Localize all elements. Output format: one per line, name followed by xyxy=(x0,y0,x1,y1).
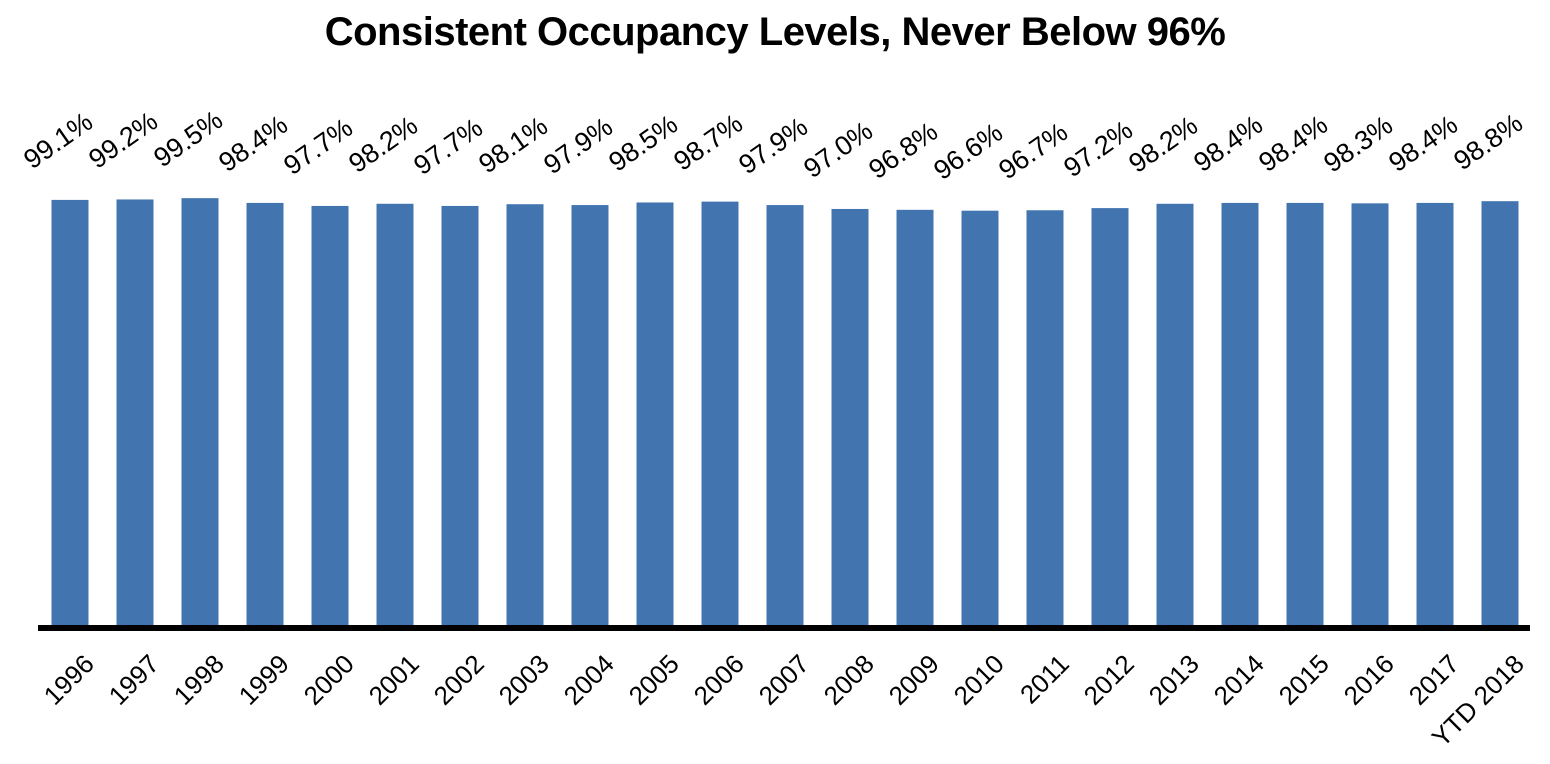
bar-2005 xyxy=(636,202,674,629)
data-label: 96.6% xyxy=(928,117,1008,185)
x-tick-label: 2008 xyxy=(818,649,880,711)
bar-2001 xyxy=(376,203,414,628)
bar-2008 xyxy=(831,208,869,628)
data-labels-group: 99.1%99.2%99.5%98.4%97.7%98.2%97.7%98.1%… xyxy=(18,105,1528,186)
data-label: 97.9% xyxy=(538,111,618,179)
x-tick-label: 2010 xyxy=(948,649,1010,711)
bar-2015 xyxy=(1286,202,1324,629)
bar-2002 xyxy=(441,205,479,628)
bar-2006 xyxy=(701,201,739,628)
data-label: 98.4% xyxy=(213,109,293,177)
bar-2014 xyxy=(1221,202,1259,629)
bar-2016 xyxy=(1351,203,1389,628)
data-label: 98.5% xyxy=(603,109,683,177)
bar-1999 xyxy=(246,202,284,629)
x-tick-labels-group: 1996 1997 1998 1999 2000 2001 2002 2003 2004 2005… xyxy=(38,649,1530,753)
data-label: 96.7% xyxy=(993,117,1073,185)
x-tick-label: 2003 xyxy=(493,649,555,711)
data-label: 98.4% xyxy=(1253,109,1333,177)
bar-1997 xyxy=(116,199,154,628)
x-tick-label: 2007 xyxy=(753,649,815,711)
data-label: 97.2% xyxy=(1058,115,1138,183)
data-label: 96.8% xyxy=(863,116,943,184)
data-label: 97.9% xyxy=(733,111,813,179)
bar-1998 xyxy=(181,198,219,628)
x-tick-label: 2001 xyxy=(363,649,425,711)
x-tick-label: 1996 xyxy=(38,649,100,711)
data-label: 98.4% xyxy=(1383,109,1463,177)
data-label: 98.8% xyxy=(1448,108,1528,176)
bar-2017 xyxy=(1416,202,1454,629)
data-label: 97.0% xyxy=(798,115,878,183)
x-tick-label: 1997 xyxy=(103,649,165,711)
x-tick-label: 2014 xyxy=(1208,649,1270,711)
x-tick-label: 2009 xyxy=(883,649,945,711)
bar-2004 xyxy=(571,205,609,628)
data-label: 98.2% xyxy=(343,110,423,178)
data-label: 99.1% xyxy=(18,106,98,174)
data-label: 99.2% xyxy=(83,106,163,174)
x-tick-label: 2000 xyxy=(298,649,360,711)
x-tick-label: 2005 xyxy=(623,649,685,711)
data-label: 99.5% xyxy=(148,105,228,173)
data-label: 98.4% xyxy=(1188,109,1268,177)
data-label: 98.2% xyxy=(1123,110,1203,178)
bar-ytd-2018 xyxy=(1481,201,1519,628)
x-tick-label: 1998 xyxy=(168,649,230,711)
data-label: 98.3% xyxy=(1318,110,1398,178)
bar-2003 xyxy=(506,204,544,628)
bar-2012 xyxy=(1091,208,1129,628)
data-label: 98.1% xyxy=(473,111,553,179)
x-tick-label: 2004 xyxy=(558,649,620,711)
bar-1996 xyxy=(51,199,89,628)
x-tick-label: 2016 xyxy=(1338,649,1400,711)
data-label: 97.7% xyxy=(278,112,358,180)
bar-2010 xyxy=(961,210,999,629)
bars-group xyxy=(51,198,1519,629)
x-tick-label: 2015 xyxy=(1273,649,1335,711)
bar-2009 xyxy=(896,209,934,628)
data-label: 98.7% xyxy=(668,108,748,176)
data-label: 97.7% xyxy=(408,112,488,180)
x-tick-label: 2011 xyxy=(1014,649,1075,710)
chart-title: Consistent Occupancy Levels, Never Below… xyxy=(324,10,1226,54)
bar-2007 xyxy=(766,205,804,628)
x-tick-label: 2006 xyxy=(688,649,750,711)
bar-2013 xyxy=(1156,203,1194,628)
x-tick-label: 1999 xyxy=(233,649,295,711)
bar-2000 xyxy=(311,205,349,628)
x-tick-label: 2002 xyxy=(428,649,490,711)
bar-2011 xyxy=(1026,210,1064,629)
x-tick-label: 2013 xyxy=(1143,649,1205,711)
x-tick-label: 2012 xyxy=(1078,649,1140,711)
